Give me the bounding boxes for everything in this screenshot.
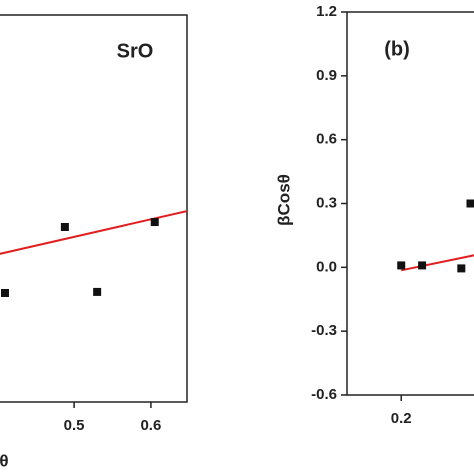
data-point <box>150 218 159 227</box>
data-point <box>397 261 406 270</box>
x-tick-label: 0.5 <box>64 417 85 434</box>
data-point <box>418 261 427 270</box>
plot-area <box>397 199 474 273</box>
y-tick-label: 1.2 <box>316 3 337 20</box>
data-point <box>60 222 69 231</box>
data-point <box>0 288 9 297</box>
plot-frame <box>346 11 474 396</box>
y-axis-label: βCosθ <box>274 174 293 226</box>
y-tick-label: -0.6 <box>311 386 337 403</box>
data-point <box>93 287 102 296</box>
x-axis-label: θ <box>0 451 9 470</box>
panel-title: SrO <box>117 40 154 62</box>
y-tick-label: 0.3 <box>316 194 337 211</box>
fit-line <box>0 210 187 255</box>
x-tick-label: 0.6 <box>140 417 161 434</box>
y-tick-label: 0.9 <box>316 67 337 84</box>
plot-area <box>0 210 187 297</box>
y-tick-label: 0.0 <box>316 258 337 275</box>
y-tick-label: -0.3 <box>311 322 337 339</box>
data-point <box>457 264 466 273</box>
panel-title: (b) <box>384 38 410 60</box>
plot-frame <box>0 14 188 403</box>
y-tick-label: 0.6 <box>316 131 337 148</box>
data-point <box>466 199 474 208</box>
x-tick-label: 0.2 <box>391 410 412 427</box>
